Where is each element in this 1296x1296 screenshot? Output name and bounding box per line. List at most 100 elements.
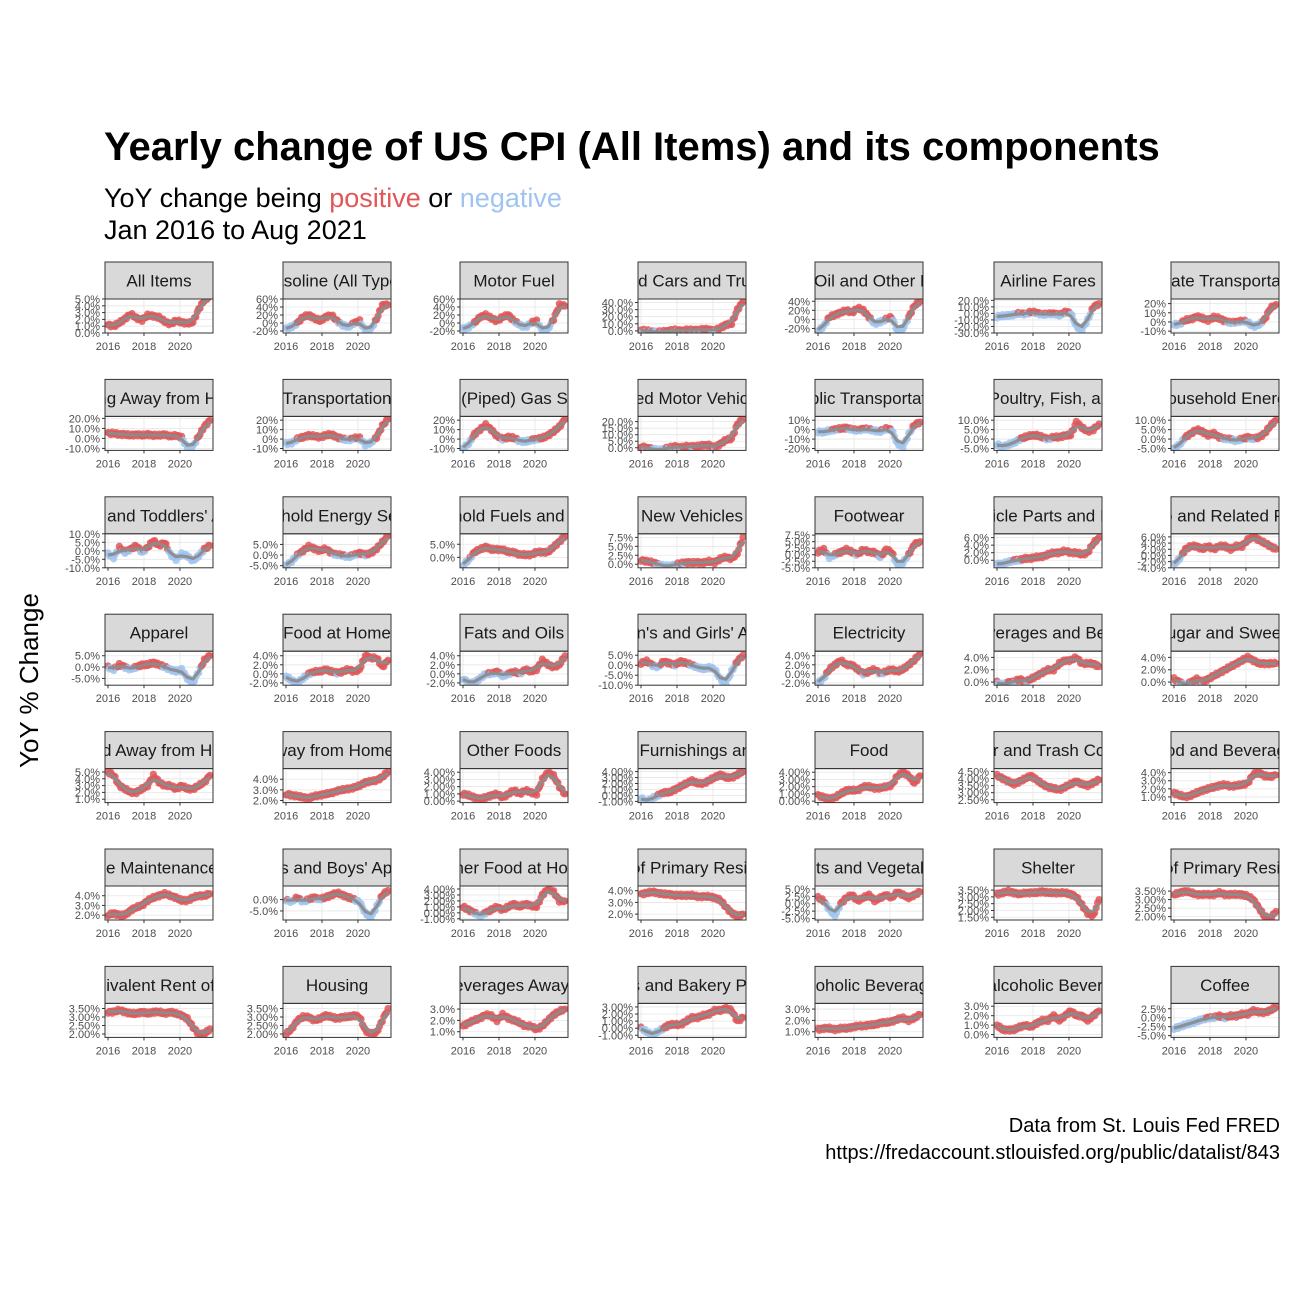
- panel-title: Meats, Poultry, Fish, and Eggs: [933, 389, 1163, 408]
- y-tick-label: 3.00%: [424, 774, 455, 786]
- x-tick-label: 2016: [96, 1045, 120, 1057]
- x-tick-label: 2020: [523, 693, 547, 705]
- trend-line: [1173, 304, 1278, 327]
- trend-line: [107, 771, 211, 794]
- trend-line: [996, 303, 1101, 329]
- panel-data: [815, 418, 923, 451]
- caption-source: Data from St. Louis Fed FRED: [1008, 1115, 1280, 1137]
- x-tick-label: 2016: [274, 1045, 298, 1057]
- x-tick-label: 2016: [806, 576, 830, 588]
- chart-title: Yearly change of US CPI (All Items) and …: [104, 125, 1160, 169]
- panel: Household Fuels and Utilities 5.0%0.0% 201…: [430, 496, 569, 588]
- x-tick-label: 2020: [523, 576, 547, 588]
- trend-line: [461, 419, 567, 449]
- x-tick-label: 2018: [310, 928, 334, 940]
- panel-border: [104, 298, 214, 334]
- panel-title: Tobacco and Related Products: [1109, 506, 1296, 525]
- x-tick-label: 2016: [1162, 576, 1186, 588]
- y-tick-label: 2.50%: [247, 1021, 278, 1033]
- y-tick-label: 5.0%: [430, 539, 455, 551]
- y-tick-label: 0.0%: [253, 550, 278, 562]
- y-tick-label: -20%: [429, 326, 455, 338]
- panel-border: [993, 1002, 1103, 1038]
- y-tick-label: 3.50%: [69, 1004, 100, 1016]
- panel-data: [638, 768, 746, 803]
- y-tick-label: 20%: [433, 415, 455, 427]
- x-tick-label: 2018: [310, 811, 334, 823]
- x-tick-label: 2020: [1057, 693, 1081, 705]
- x-tick-label: 2016: [274, 811, 298, 823]
- panel-border: [993, 533, 1103, 569]
- x-tick-label: 2018: [487, 1045, 511, 1057]
- y-tick-label: 0.0%: [785, 550, 810, 562]
- y-tick-label: 2.0%: [1141, 665, 1166, 677]
- y-tick-label: 0.0%: [75, 662, 100, 674]
- y-tick-label: 4.0%: [1141, 652, 1166, 664]
- y-tick-label: -2.0%: [781, 678, 810, 690]
- y-tick-label: -5.0%: [249, 906, 278, 918]
- y-tick-label: 3.00%: [424, 890, 455, 902]
- y-tick-label: -20%: [252, 326, 278, 338]
- x-tick-label: 2020: [878, 341, 902, 353]
- panel: Cereals and Bakery Products 3.00%2.00%1.0…: [598, 965, 747, 1057]
- panel-strip: [104, 496, 214, 535]
- x-tick-label: 2020: [1234, 458, 1258, 470]
- y-tick-label: 0.0%: [430, 669, 455, 681]
- x-tick-label: 2018: [1198, 811, 1222, 823]
- panel-border: [993, 298, 1103, 334]
- x-tick-label: 2018: [132, 341, 156, 353]
- panel-strip: [104, 261, 214, 300]
- trend-line: [285, 419, 390, 446]
- panel-border: [637, 415, 747, 451]
- panel-border: [282, 885, 392, 921]
- trend-line: [640, 419, 745, 451]
- panel-strip: [814, 965, 924, 1004]
- x-tick-label: 2018: [1021, 811, 1045, 823]
- panel: Owners' Equivalent Rent of Residences 3.5…: [69, 965, 214, 1057]
- y-tick-label: 10.0%: [958, 302, 989, 314]
- y-tick-label: 2.5%: [1141, 1004, 1166, 1016]
- panel-strip: [814, 378, 924, 417]
- panel-data: [638, 887, 746, 920]
- panel-title: Fuel Oil and Other Fuels: [776, 272, 961, 291]
- panel-border: [104, 885, 214, 921]
- y-tick-label: 0.0%: [608, 443, 633, 455]
- panel-border: [459, 533, 569, 569]
- y-tick-label: 3.0%: [608, 897, 633, 909]
- panel-data: [994, 770, 1102, 795]
- panel-title: Used Motor Vehicles: [614, 389, 770, 408]
- trend-line: [817, 891, 921, 913]
- y-tick-label: 1.00%: [424, 902, 455, 914]
- panel-border: [1170, 298, 1280, 334]
- x-tick-label: 2016: [629, 811, 653, 823]
- y-tick-label: 1.00%: [602, 784, 633, 796]
- y-tick-label: 4.0%: [75, 891, 100, 903]
- y-tick-label: 1.0%: [785, 1027, 810, 1039]
- panel-data: [283, 533, 391, 568]
- trend-line: [996, 537, 1101, 566]
- panel: Apparel 5.0%0.0%-5.0% 2016 2018 2020: [71, 613, 214, 705]
- y-tick-label: -5.0%: [71, 673, 100, 685]
- x-tick-label: 2020: [1057, 341, 1081, 353]
- panel-strip: [459, 613, 569, 652]
- panel: Water and Sewer and Trash Collection Ser…: [958, 731, 1103, 823]
- y-tick-label: -1.00%: [598, 796, 633, 808]
- y-tick-label: 1.00%: [602, 1016, 633, 1028]
- y-tick-label: -10%: [252, 444, 278, 456]
- x-tick-label: 2020: [523, 1045, 547, 1057]
- x-tick-label: 2018: [665, 341, 689, 353]
- y-tick-label: 3.0%: [430, 1004, 455, 1016]
- x-tick-label: 2018: [487, 341, 511, 353]
- x-tick-label: 2018: [665, 576, 689, 588]
- x-tick-label: 2016: [96, 458, 120, 470]
- panel-data: [283, 1004, 391, 1038]
- y-tick-label: 3.50%: [1135, 886, 1166, 898]
- y-tick-label: 4.0%: [608, 886, 633, 898]
- panel: Electricity 4.0%2.0%0.0%-2.0% 2016 2018 2020: [781, 613, 924, 705]
- y-tick-label: 3.0%: [75, 308, 100, 320]
- trend-line: [462, 773, 567, 800]
- x-tick-label: 2020: [701, 693, 725, 705]
- x-tick-label: 2020: [1057, 928, 1081, 940]
- x-tick-label: 2016: [1162, 928, 1186, 940]
- x-tick-label: 2018: [310, 1045, 334, 1057]
